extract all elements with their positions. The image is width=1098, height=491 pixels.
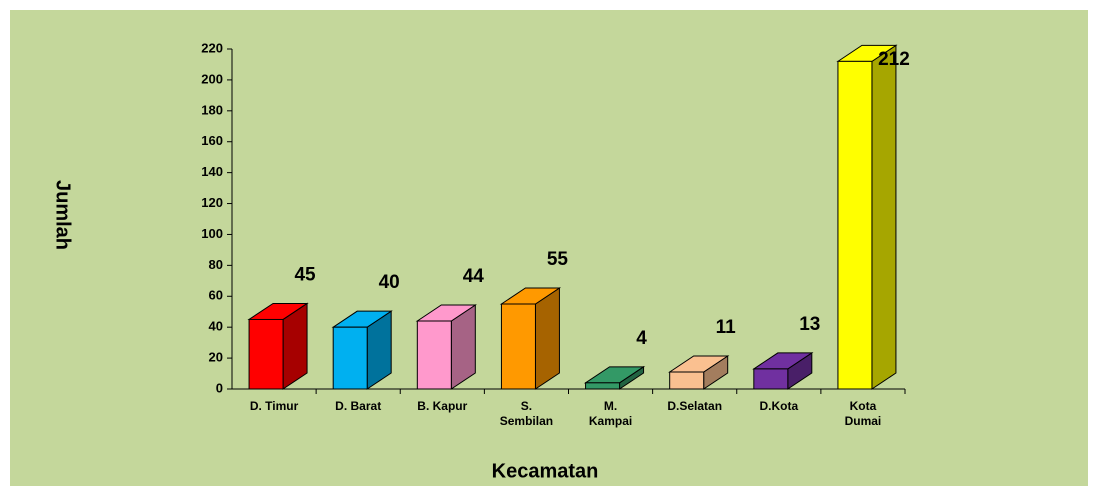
y-axis-label: Jumlah (52, 180, 74, 250)
bar (669, 371, 705, 390)
bar (500, 303, 536, 390)
plot-background (10, 10, 1088, 486)
y-tick-label: 200 (201, 71, 223, 86)
bar (753, 368, 789, 390)
bar-side (534, 287, 560, 390)
y-tick-label: 20 (209, 350, 223, 365)
x-tick-label: M. Kampai (589, 399, 632, 428)
x-axis-label: Kecamatan (492, 460, 599, 482)
bar (837, 60, 873, 390)
y-tick-label: 40 (209, 319, 223, 334)
bar (416, 320, 452, 390)
y-tick-label: 140 (201, 164, 223, 179)
y-tick-label: 120 (201, 195, 223, 210)
value-label: 11 (716, 317, 737, 338)
y-tick-label: 220 (201, 40, 223, 55)
value-label: 44 (463, 266, 485, 287)
bar (248, 318, 284, 390)
x-tick-label: D.Kota (759, 399, 798, 413)
y-tick-label: 0 (216, 380, 223, 395)
x-tick-label: Kota Dumai (845, 399, 882, 428)
value-label: 212 (878, 49, 910, 70)
x-tick-label: S. Sembilan (500, 399, 553, 428)
value-label: 4 (636, 328, 647, 349)
x-tick-label: D. Timur (250, 399, 299, 413)
bar (332, 326, 368, 390)
value-label: 45 (294, 264, 316, 285)
x-tick-label: B. Kapur (417, 399, 467, 413)
bar-side (871, 44, 897, 390)
y-tick-label: 60 (209, 288, 223, 303)
x-tick-label: D. Barat (335, 399, 381, 413)
y-tick-label: 80 (209, 257, 223, 272)
x-tick-label: D.Selatan (667, 399, 722, 413)
value-label: 40 (379, 272, 400, 293)
y-tick-label: 100 (201, 226, 223, 241)
value-label: 13 (799, 314, 820, 335)
bar (585, 382, 621, 390)
value-label: 55 (547, 249, 569, 270)
y-tick-label: 180 (201, 102, 223, 117)
y-tick-label: 160 (201, 133, 223, 148)
